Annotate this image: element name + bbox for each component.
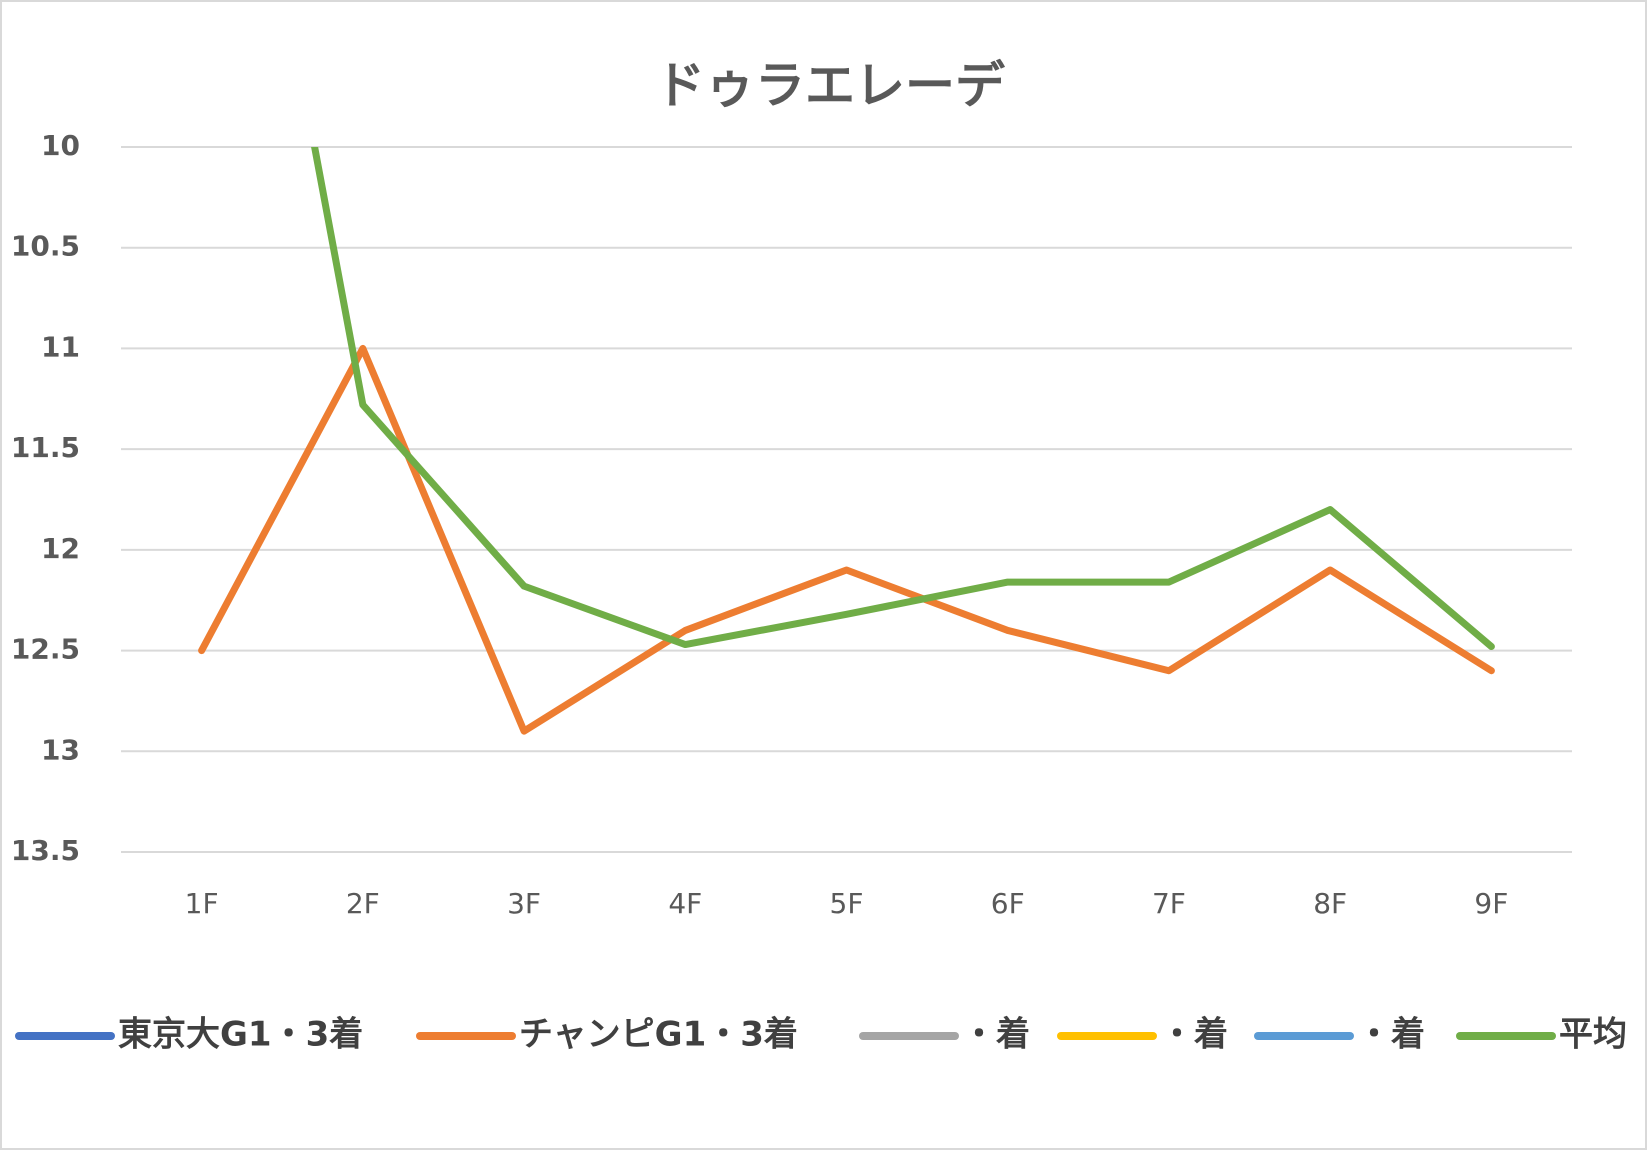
- x-tick-label: 9F: [1474, 887, 1508, 920]
- x-tick-label: 7F: [1152, 887, 1186, 920]
- x-tick-label: 4F: [668, 887, 702, 920]
- x-tick-label: 3F: [507, 887, 541, 920]
- y-tick-label: 11.5: [11, 431, 80, 464]
- series-line: [311, 147, 1495, 651]
- legend-label: ・着: [1357, 1015, 1425, 1055]
- y-tick-label: 11: [41, 330, 80, 363]
- y-tick-label: 10.5: [11, 230, 80, 263]
- legend-label: ・着: [962, 1015, 1030, 1055]
- legend-label: チャンピG1・3着: [519, 1015, 798, 1055]
- legend-label: ・着: [1160, 1015, 1228, 1055]
- x-tick-label: 1F: [185, 887, 219, 920]
- plot-area: [198, 147, 1495, 735]
- labels: 10 10.5 11 11.5 12 12.5 13 13.5 1F 2F 3F 4F 5F 6F 7F 8F…: [11, 129, 1627, 1055]
- x-tick-label: 2F: [346, 887, 380, 920]
- series-line: [198, 344, 1495, 735]
- y-tick-label: 12.5: [11, 633, 80, 666]
- x-tick-label: 8F: [1313, 887, 1347, 920]
- chart-title: ドゥラエレーデ: [655, 57, 1006, 115]
- y-tick-label: 10: [41, 129, 80, 162]
- y-tick-label: 13: [41, 733, 80, 766]
- y-tick-label: 13.5: [11, 834, 80, 867]
- legend-label: 東京大G1・3着: [118, 1015, 363, 1055]
- y-tick-label: 12: [41, 532, 80, 565]
- x-tick-label: 6F: [991, 887, 1025, 920]
- grid: [121, 146, 1572, 853]
- x-tick-label: 5F: [830, 887, 864, 920]
- legend-label: 平均: [1559, 1015, 1627, 1055]
